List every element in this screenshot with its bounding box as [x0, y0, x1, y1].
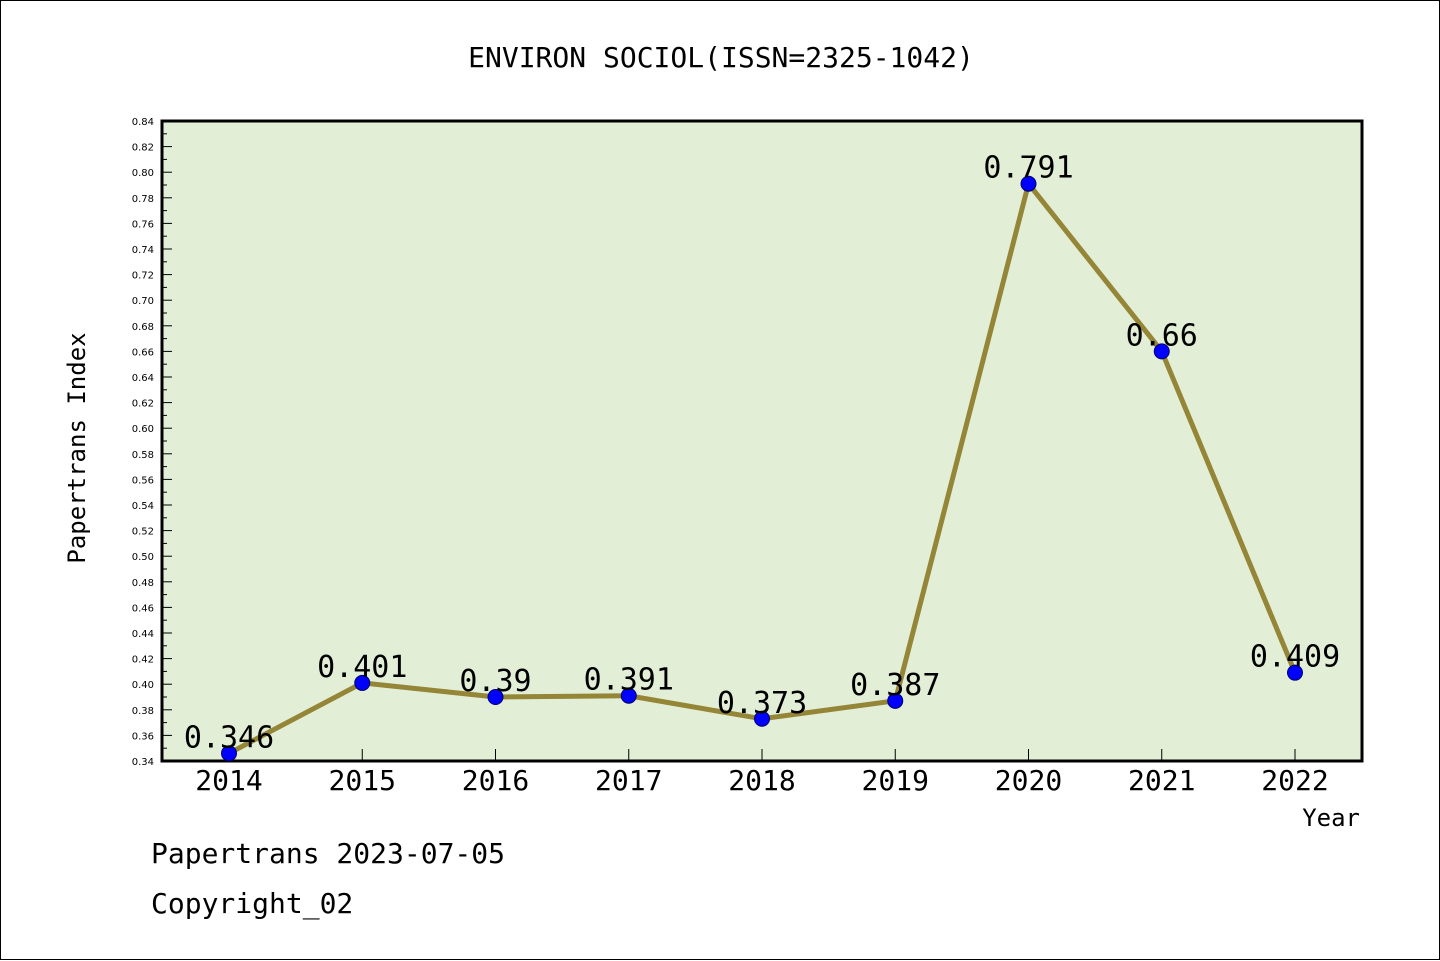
data-point	[1287, 664, 1303, 681]
x-tick-label: 2017	[595, 764, 662, 797]
data-point	[1153, 343, 1170, 360]
x-tick-label: 2020	[995, 764, 1062, 797]
data-label: 0.346	[184, 720, 274, 755]
y-tick-label: 0.52	[132, 527, 154, 538]
x-tick-label: 2015	[329, 764, 396, 797]
y-tick-label: 0.76	[132, 219, 154, 230]
y-tick-label: 0.68	[132, 322, 154, 333]
footer-copyright: Copyright_02	[151, 887, 354, 920]
y-tick-label: 0.70	[132, 296, 154, 307]
y-tick-label: 0.64	[132, 373, 154, 384]
data-label: 0.401	[317, 650, 407, 685]
data-point	[620, 687, 637, 704]
y-tick-label: 0.38	[132, 706, 154, 717]
footer-date: Papertrans 2023-07-05	[151, 837, 506, 870]
y-tick-label: 0.42	[132, 655, 154, 666]
data-label: 0.66	[1126, 318, 1198, 353]
data-point	[887, 692, 904, 709]
data-label: 0.791	[983, 151, 1073, 186]
x-tick-label: 2021	[1128, 764, 1195, 797]
chart-title: ENVIRON SOCIOL(ISSN=2325-1042)	[468, 41, 974, 74]
y-axis-label: Papertrans Index	[63, 332, 91, 563]
y-tick-label: 0.84	[132, 117, 154, 128]
y-tick-label: 0.82	[132, 143, 154, 154]
y-tick-label: 0.62	[132, 399, 154, 410]
y-tick-label: 0.44	[132, 629, 154, 640]
x-tick-label: 2014	[195, 764, 262, 797]
data-label: 0.387	[850, 668, 940, 703]
y-tick-label: 0.74	[132, 245, 154, 256]
x-tick-label: 2022	[1261, 764, 1328, 797]
data-point	[487, 689, 504, 705]
data-label: 0.391	[584, 663, 674, 698]
plot-area	[160, 119, 1364, 763]
y-tick-label: 0.46	[132, 603, 154, 614]
y-tick-label: 0.66	[132, 347, 154, 358]
data-markers	[221, 175, 1303, 762]
y-tick-label: 0.78	[132, 194, 154, 205]
y-tick-label: 0.60	[132, 424, 154, 435]
y-tick-label: 0.56	[132, 475, 154, 486]
y-tick-label: 0.58	[132, 450, 154, 461]
y-tick-label: 0.34	[132, 757, 154, 768]
y-tick-label: 0.36	[132, 731, 154, 742]
y-axis-ticks: 0.34 0.36 0.38 0.40 0.42 0.44 0.46 0.48 0.50 0.52…	[132, 117, 172, 768]
y-tick-label: 0.48	[132, 578, 154, 589]
x-tick-label: 2019	[862, 764, 929, 797]
data-point	[354, 674, 371, 691]
y-tick-label: 0.50	[132, 552, 154, 563]
data-point	[1020, 175, 1037, 192]
data-label: 0.373	[717, 686, 807, 721]
data-point	[221, 745, 237, 762]
x-axis-label: Year	[1302, 804, 1360, 832]
data-point	[754, 710, 770, 727]
x-axis-ticks: 2014 2015 2016 2017 2018 2019 2020 2021 2022	[195, 749, 1329, 797]
y-tick-label: 0.40	[132, 680, 154, 691]
data-label: 0.409	[1250, 640, 1340, 675]
data-labels: 0.346 0.401 0.39 0.391 0.373 0.387 0.791 0.66 0.…	[184, 151, 1340, 756]
data-label: 0.39	[459, 664, 531, 699]
y-tick-label: 0.80	[132, 168, 154, 179]
y-tick-label: 0.72	[132, 271, 154, 282]
x-tick-label: 2016	[462, 764, 529, 797]
y-tick-label: 0.54	[132, 501, 154, 512]
x-tick-label: 2018	[728, 764, 795, 797]
